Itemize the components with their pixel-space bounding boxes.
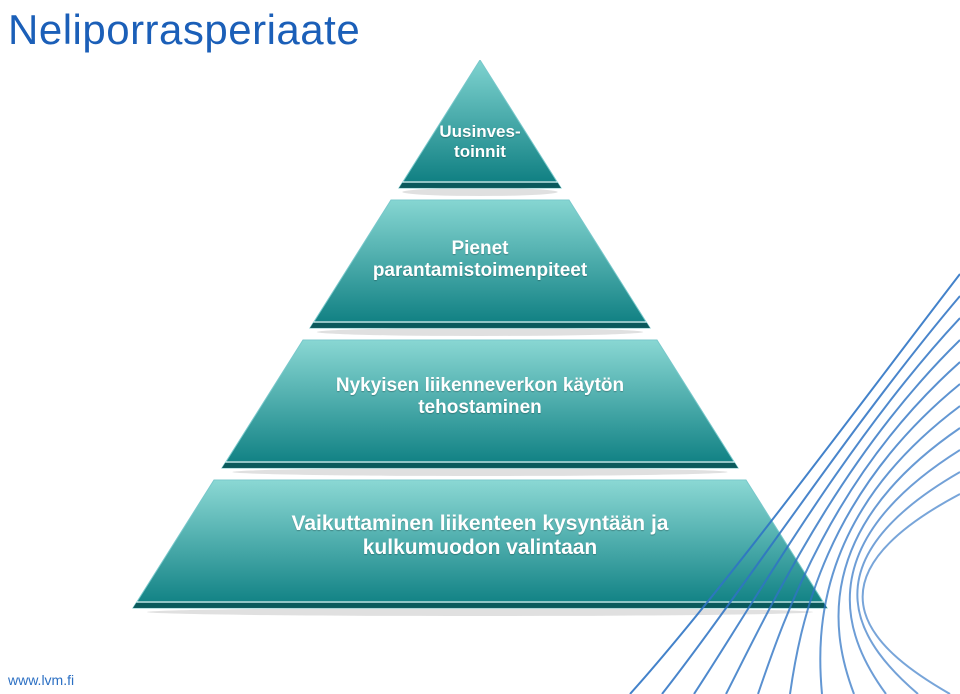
page-title: Neliporrasperiaate: [8, 6, 360, 54]
footer-url: www.lvm.fi: [8, 672, 74, 688]
pyramid-diagram: Uusinves-toinnit Pienetparantamistoimenp…: [120, 60, 840, 640]
